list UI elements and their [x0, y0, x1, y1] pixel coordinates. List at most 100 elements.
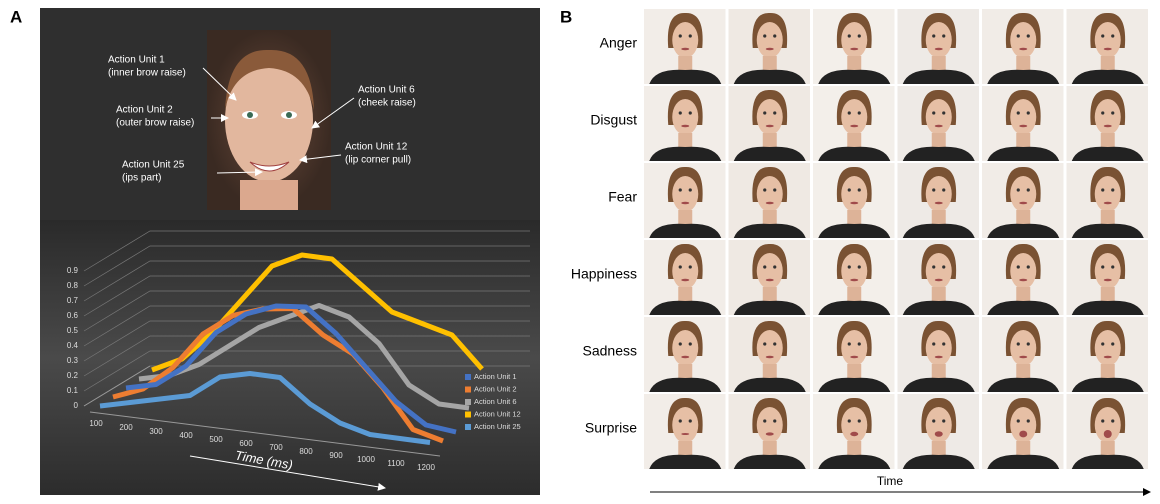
- mouth: [766, 202, 774, 205]
- face-image: [644, 9, 726, 84]
- face-image: [729, 163, 811, 238]
- neck: [763, 210, 777, 224]
- neck: [763, 287, 777, 301]
- eye: [942, 111, 945, 114]
- face-image: [898, 317, 980, 392]
- face-image: [729, 240, 811, 315]
- eye: [1017, 188, 1020, 191]
- eye: [932, 342, 935, 345]
- neck: [932, 441, 946, 455]
- face: [1010, 99, 1036, 135]
- mouth: [1104, 48, 1112, 51]
- x-tick-label: 100: [89, 419, 103, 428]
- mouth: [850, 125, 858, 128]
- face: [1010, 407, 1036, 443]
- x-tick-label: 1100: [387, 459, 405, 468]
- emotion-label: Surprise: [585, 420, 637, 436]
- face-image: [813, 394, 895, 469]
- face: [926, 253, 952, 289]
- x-tick-label: 200: [119, 423, 133, 432]
- face: [757, 176, 783, 212]
- face-image: [813, 86, 895, 161]
- face: [926, 330, 952, 366]
- eye: [679, 111, 682, 114]
- eye: [1101, 34, 1104, 37]
- eye: [1027, 419, 1030, 422]
- eye: [1111, 419, 1114, 422]
- panel-label: A: [10, 7, 22, 26]
- eye: [1111, 188, 1114, 191]
- face-image: [729, 317, 811, 392]
- eye: [1017, 111, 1020, 114]
- y-tick-label: 0.3: [67, 356, 79, 365]
- eye: [763, 419, 766, 422]
- eye: [689, 34, 692, 37]
- neck: [1016, 133, 1030, 147]
- y-tick-label: 0.1: [67, 386, 79, 395]
- annotation-title: Action Unit 12: [345, 142, 408, 153]
- eye: [932, 265, 935, 268]
- x-tick-label: 900: [329, 451, 343, 460]
- face-photo: [207, 30, 331, 210]
- eye: [848, 188, 851, 191]
- face-image: [898, 163, 980, 238]
- face-image: [813, 9, 895, 84]
- face: [1095, 99, 1121, 135]
- legend-label: Action Unit 1: [474, 372, 517, 381]
- face-image: [982, 317, 1064, 392]
- y-tick-label: 0.8: [67, 281, 79, 290]
- neck: [847, 210, 861, 224]
- mouth: [1104, 279, 1112, 282]
- face: [1010, 22, 1036, 58]
- x-tick-label: 1200: [417, 463, 435, 472]
- y-tick-label: 0.4: [67, 341, 79, 350]
- face-image: [729, 394, 811, 469]
- neck: [932, 133, 946, 147]
- mouth: [1104, 202, 1112, 205]
- neck: [763, 364, 777, 378]
- mouth: [1019, 279, 1027, 282]
- eye: [1027, 188, 1030, 191]
- annotation-detail: (lip corner pull): [345, 155, 411, 166]
- face-image: [982, 9, 1064, 84]
- mouth: [935, 356, 943, 359]
- figure: A B Action Unit 1(inner brow raise)Actio…: [0, 0, 1160, 499]
- mouth: [1019, 431, 1027, 438]
- eye: [848, 342, 851, 345]
- face-image: [1067, 317, 1149, 392]
- eye: [932, 111, 935, 114]
- eye: [763, 111, 766, 114]
- legend-swatch: [465, 399, 471, 405]
- legend-swatch: [465, 374, 471, 380]
- face-image: [982, 394, 1064, 469]
- mouth: [681, 356, 689, 359]
- legend-label: Action Unit 25: [474, 422, 521, 431]
- eye: [848, 111, 851, 114]
- eye: [773, 34, 776, 37]
- eye: [1017, 265, 1020, 268]
- neck: [847, 56, 861, 70]
- eye: [1017, 419, 1020, 422]
- neck: [678, 210, 692, 224]
- face-image: [644, 394, 726, 469]
- mouth: [681, 125, 689, 128]
- neck: [932, 287, 946, 301]
- eye: [1101, 188, 1104, 191]
- eye: [848, 265, 851, 268]
- mouth: [1019, 202, 1027, 205]
- face-image: [644, 86, 726, 161]
- face: [672, 99, 698, 135]
- mouth: [1104, 125, 1112, 128]
- face: [841, 176, 867, 212]
- eye: [689, 419, 692, 422]
- mouth: [1019, 125, 1027, 128]
- face-image: [898, 86, 980, 161]
- mouth: [681, 433, 689, 435]
- mouth: [935, 431, 943, 437]
- mouth: [850, 432, 858, 436]
- face: [926, 22, 952, 58]
- neck: [763, 56, 777, 70]
- eye: [1111, 342, 1114, 345]
- face: [1010, 176, 1036, 212]
- legend-label: Action Unit 12: [474, 409, 521, 418]
